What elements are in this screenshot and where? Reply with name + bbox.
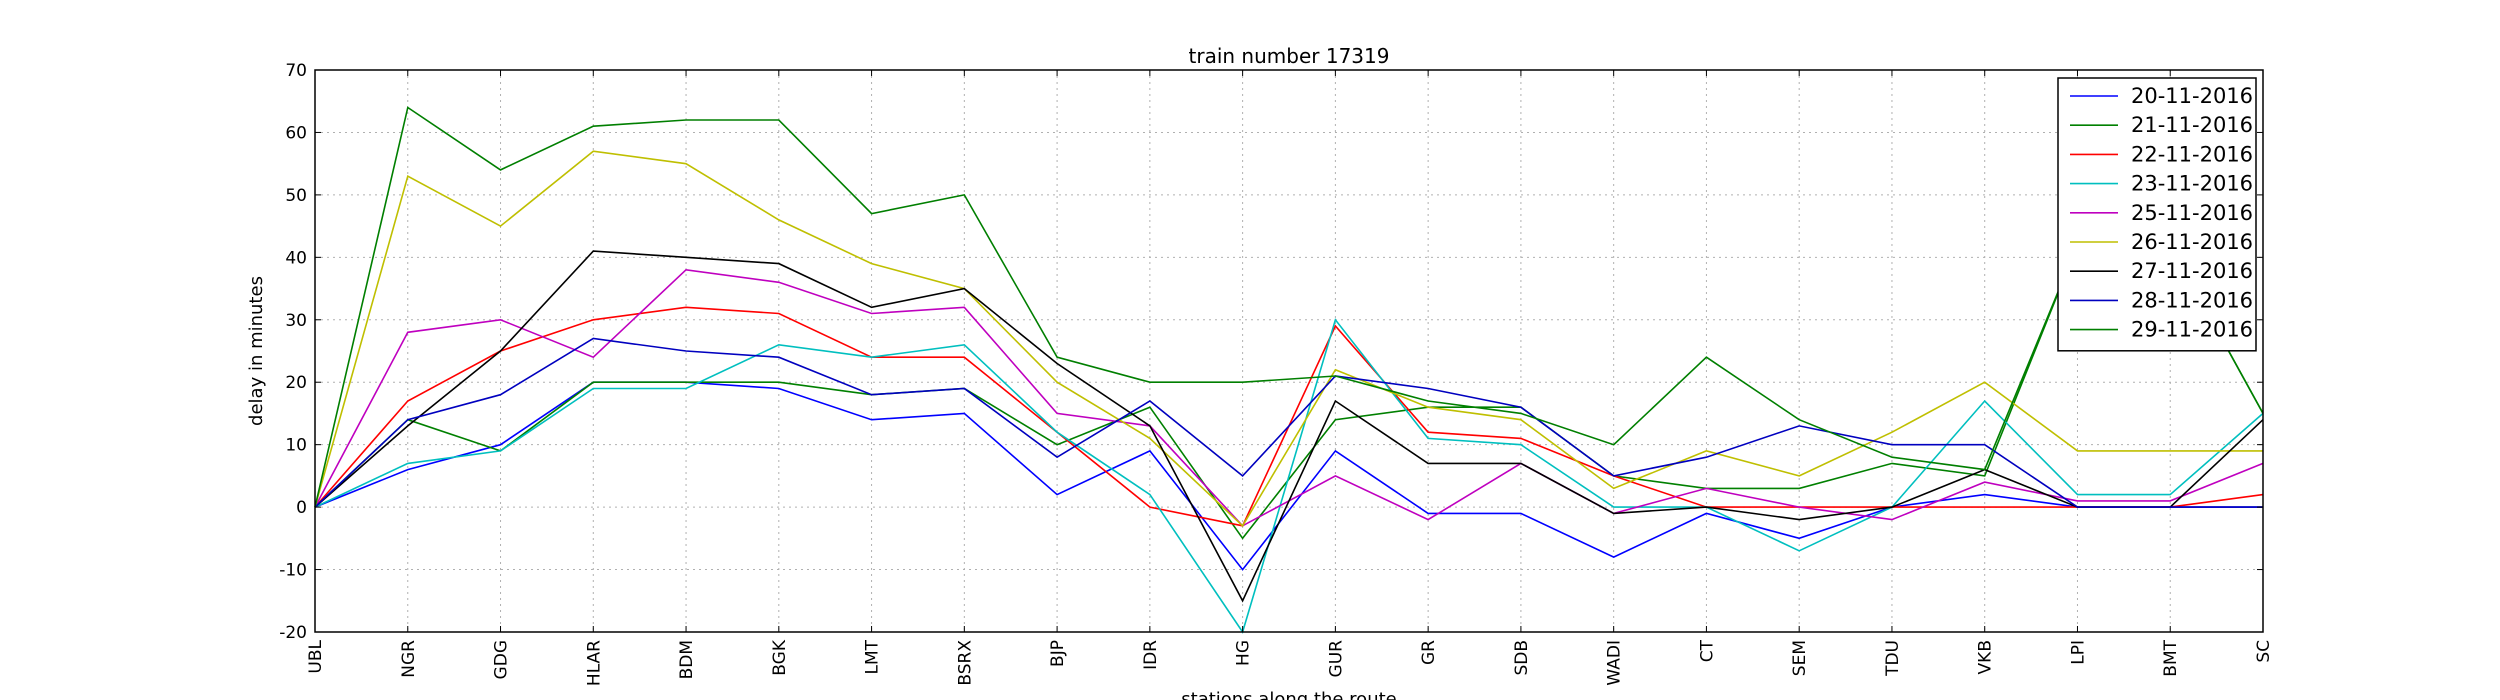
legend-entry: 23-11-2016: [2131, 172, 2253, 196]
x-tick-label: SC: [2254, 640, 2274, 663]
x-tick-label: BDM: [677, 640, 697, 679]
series-line-29-11-2016: [314, 106, 2264, 508]
x-tick-label: BMT: [2161, 639, 2181, 676]
x-tick-label: BJP: [1048, 640, 1068, 667]
grid-lines: [315, 70, 2263, 632]
legend-entry: 20-11-2016: [2131, 84, 2253, 108]
series-layer: [314, 106, 2264, 634]
chart-title: train number 17319: [1189, 44, 1390, 68]
series-line-25-11-2016: [314, 268, 2264, 527]
series-line-23-11-2016: [314, 318, 2264, 634]
x-tick-label: IDR: [1141, 640, 1161, 670]
legend: 20-11-2016 21-11-2016 22-11-2016 23-11-2016…: [2057, 77, 2257, 352]
x-tick-label: HG: [1234, 640, 1254, 666]
plot-frame: [314, 69, 2264, 633]
x-tick-label: LPI: [2068, 640, 2088, 665]
x-tick-label: GDG: [492, 640, 512, 679]
x-tick-label: SEM: [1790, 640, 1810, 676]
x-tick-label: GUR: [1326, 640, 1346, 678]
legend-entry: 27-11-2016: [2131, 259, 2253, 283]
x-axis-label: stations along the route: [1181, 689, 1396, 700]
x-tick-label: WADI: [1605, 640, 1625, 686]
y-tick-label: 0: [296, 498, 307, 518]
x-tick-label: TDU: [1883, 640, 1903, 677]
x-axis-ticks: UBL NGR GDG HLAR BDM BGK LMT BSRX BJP IDR HG GUR GR S…: [306, 70, 2274, 686]
series-line-27-11-2016: [314, 250, 2264, 603]
x-tick-label: HLAR: [584, 640, 604, 686]
series-line-28-11-2016: [314, 337, 2263, 508]
legend-entry: 21-11-2016: [2131, 113, 2253, 137]
y-axis-label: delay in minutes: [246, 276, 267, 426]
x-tick-label: SDB: [1512, 640, 1532, 676]
y-tick-label: 20: [285, 373, 307, 393]
x-tick-label: GR: [1419, 640, 1439, 665]
series-line-26-11-2016: [314, 150, 2263, 528]
legend-entry: 29-11-2016: [2131, 318, 2253, 342]
y-tick-label: -10: [279, 561, 307, 581]
series-line-21-11-2016: [314, 244, 2264, 540]
x-tick-label: BSRX: [955, 640, 975, 686]
y-axis-ticks: -20 -10 0 10 20 30 40 50 60 70: [279, 61, 2263, 643]
legend-entry: 26-11-2016: [2131, 230, 2253, 254]
x-tick-label: NGR: [399, 640, 419, 678]
x-tick-label: VKB: [1976, 640, 1996, 674]
x-tick-label: LMT: [863, 639, 883, 674]
legend-entry: 28-11-2016: [2131, 288, 2253, 312]
x-tick-label: CT: [1697, 639, 1717, 662]
y-tick-label: 40: [285, 248, 307, 268]
legend-entry: 25-11-2016: [2131, 201, 2253, 225]
y-tick-label: -20: [279, 623, 307, 643]
x-tick-label: BGK: [770, 639, 790, 676]
y-tick-label: 60: [285, 123, 307, 143]
x-tick-label: UBL: [306, 639, 326, 673]
legend-entry: 22-11-2016: [2131, 142, 2253, 166]
y-tick-label: 10: [285, 436, 307, 456]
y-tick-label: 30: [285, 311, 307, 331]
y-tick-label: 70: [285, 61, 307, 81]
legend-frame: [2057, 77, 2257, 352]
y-tick-label: 50: [285, 186, 307, 206]
